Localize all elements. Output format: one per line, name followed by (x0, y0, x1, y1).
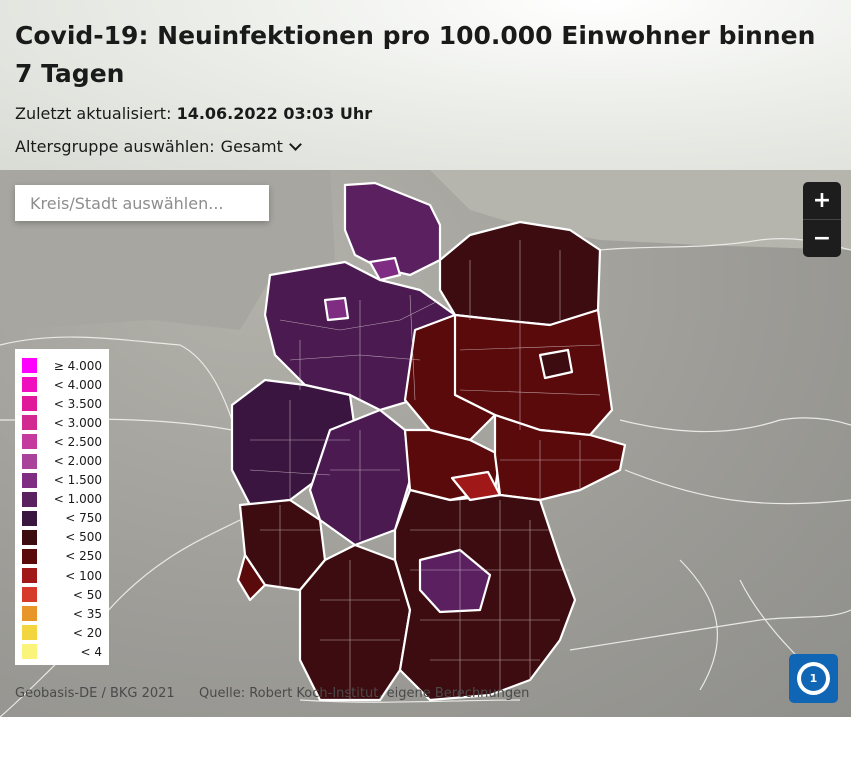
legend-row: ≥ 4.000 (22, 356, 102, 375)
legend-label: < 2.500 (53, 434, 102, 449)
legend-swatch (22, 415, 37, 431)
legend-row: < 4 (22, 642, 102, 661)
legend-swatch (22, 587, 37, 603)
legend-swatch (22, 625, 37, 641)
zoom-out-button[interactable]: − (812, 226, 832, 251)
legend-label: < 1.000 (53, 492, 102, 507)
last-updated-value: 14.06.2022 03:03 Uhr (176, 104, 373, 123)
legend-swatch (22, 644, 37, 660)
legend-label: < 3.500 (53, 396, 102, 411)
zoom-control: + − (803, 182, 841, 257)
legend-swatch (22, 568, 37, 584)
legend-label: < 4 (80, 644, 102, 659)
map-canvas[interactable] (0, 170, 851, 717)
legend-row: < 750 (22, 509, 102, 528)
region-berlin (538, 348, 574, 380)
district-lines (249, 240, 620, 700)
last-updated-label: Zuletzt aktualisiert: (15, 104, 172, 123)
district-search-input[interactable] (15, 185, 269, 221)
region-bremen (323, 296, 350, 322)
age-group-label: Altersgruppe auswählen: (15, 137, 215, 156)
legend-swatch (22, 377, 37, 393)
tagesschau-logo[interactable]: 1 (789, 654, 838, 703)
legend-row: < 2.500 (22, 432, 102, 451)
legend-swatch (22, 453, 37, 469)
legend-swatch (22, 472, 37, 488)
legend-swatch (22, 491, 37, 507)
logo-ring: 1 (797, 662, 830, 695)
legend-label: < 750 (65, 511, 102, 526)
age-group-selector[interactable]: Altersgruppe auswählen: Gesamt (15, 137, 302, 156)
region-hamburg (368, 256, 402, 282)
legend-row: < 3.000 (22, 413, 102, 432)
data-source-credit: Quelle: Robert Koch-Institut, eigene Ber… (199, 686, 530, 701)
legend-row: < 100 (22, 566, 102, 585)
legend-swatch (22, 606, 37, 622)
page-title: Covid-19: Neuinfektionen pro 100.000 Ein… (15, 21, 816, 88)
chevron-down-icon (289, 137, 302, 151)
map-legend: ≥ 4.000 < 4.000 < 3.500 < 3.000 < 2.500 < 2.0… (15, 349, 109, 665)
legend-label: < 4.000 (53, 377, 102, 392)
basemap-credit: Geobasis-DE / BKG 2021 (15, 686, 175, 701)
legend-row: < 1.000 (22, 490, 102, 509)
header-panel: Covid-19: Neuinfektionen pro 100.000 Ein… (0, 0, 851, 170)
germany-map (0, 170, 851, 717)
legend-row: < 35 (22, 604, 102, 623)
legend-row: < 3.500 (22, 394, 102, 413)
germany-states (230, 181, 627, 702)
legend-row: < 50 (22, 585, 102, 604)
legend-label: < 50 (72, 587, 102, 602)
legend-swatch (22, 396, 37, 412)
legend-swatch (22, 434, 37, 450)
legend-swatch (22, 510, 37, 526)
legend-row: < 4.000 (22, 375, 102, 394)
legend-row: < 2.000 (22, 451, 102, 470)
legend-label: < 35 (72, 606, 102, 621)
legend-label: < 2.000 (53, 454, 102, 469)
legend-row: < 500 (22, 528, 102, 547)
logo-text: 1 (801, 666, 826, 691)
legend-swatch (22, 358, 37, 374)
legend-swatch (22, 548, 37, 564)
legend-label: ≥ 4.000 (53, 358, 102, 373)
legend-label: < 20 (72, 625, 102, 640)
region-sachsen-anhalt (403, 313, 497, 442)
legend-label: < 500 (65, 530, 102, 545)
legend-row: < 250 (22, 547, 102, 566)
legend-label: < 100 (65, 568, 102, 583)
region-saarland (236, 553, 267, 602)
legend-row: < 20 (22, 623, 102, 642)
zoom-divider (803, 219, 841, 220)
last-updated: Zuletzt aktualisiert: 14.06.2022 03:03 U… (15, 104, 372, 123)
legend-row: < 1.500 (22, 471, 102, 490)
baltic-sea-area (430, 170, 851, 250)
legend-swatch (22, 529, 37, 545)
legend-label: < 250 (65, 549, 102, 564)
region-vogtland-hotspot (450, 470, 502, 502)
zoom-in-button[interactable]: + (812, 188, 832, 213)
legend-label: < 1.500 (53, 473, 102, 488)
legend-label: < 3.000 (53, 415, 102, 430)
region-sachsen (493, 413, 627, 502)
age-group-value: Gesamt (220, 137, 283, 156)
